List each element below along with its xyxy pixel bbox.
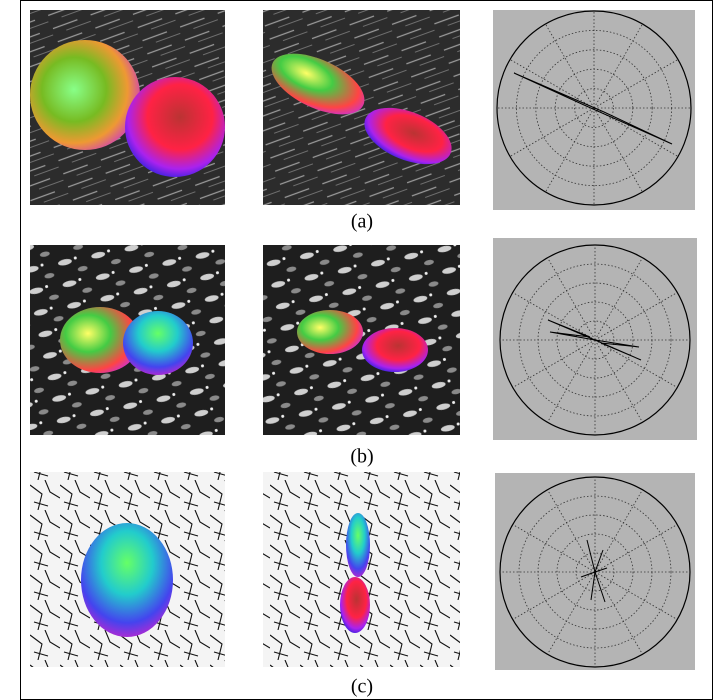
figure: (a) (b) (c) — [0, 0, 717, 700]
glyph — [362, 328, 428, 372]
polar-plots — [493, 10, 697, 670]
glyph — [125, 77, 225, 177]
panel-label: (b) — [350, 446, 373, 468]
glyph — [340, 577, 370, 633]
image — [263, 245, 460, 435]
panel-label: (a) — [351, 211, 373, 233]
glyph — [297, 310, 363, 354]
glyph — [30, 40, 140, 150]
glyph — [346, 513, 370, 577]
panel-label: (c) — [351, 676, 373, 698]
plot-background — [493, 10, 695, 210]
glyph — [123, 311, 193, 375]
glyph — [81, 523, 173, 637]
